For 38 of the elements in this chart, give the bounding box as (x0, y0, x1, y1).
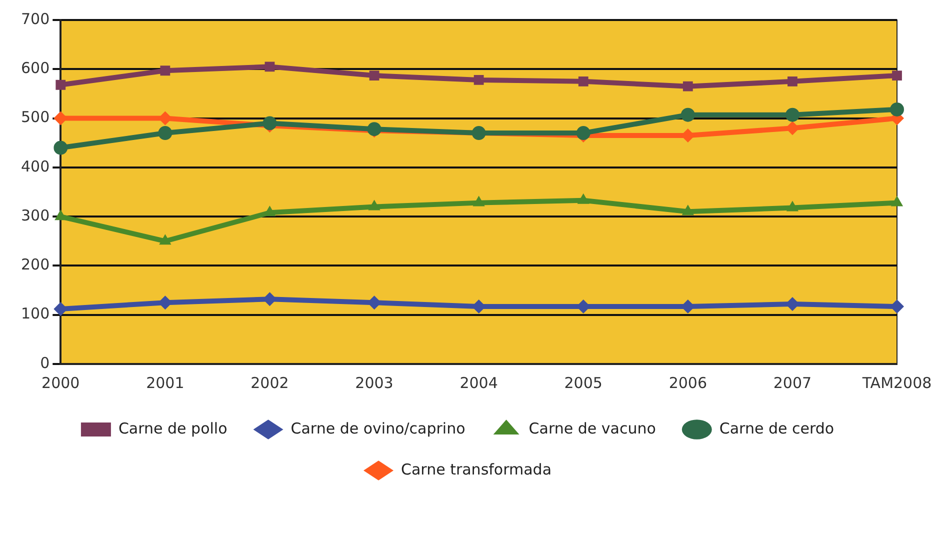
point (578, 76, 588, 86)
x-tick-label: 2000 (42, 374, 80, 392)
legend-label: Carne de vacuno (528, 419, 656, 438)
y-tick-label: 200 (20, 256, 50, 274)
x-tick-label: 2006 (668, 374, 707, 392)
y-tick-label: 600 (20, 59, 50, 78)
point (56, 80, 66, 90)
x-tick-label: 2003 (355, 374, 394, 392)
x-tick-label: 2005 (564, 374, 602, 392)
point (474, 75, 484, 85)
x-tick-label: 2007 (773, 374, 812, 392)
point (890, 300, 904, 314)
point (785, 108, 800, 122)
point (788, 76, 798, 86)
y-tick-label: 400 (20, 157, 50, 176)
point (54, 140, 68, 155)
x-tick-label: 2004 (460, 374, 498, 392)
y-tick-label: 300 (20, 206, 50, 224)
x-tick-label: 2001 (146, 374, 184, 392)
point (262, 116, 277, 130)
y-tick-label: 500 (20, 108, 50, 126)
point (264, 62, 275, 72)
legend-label: Carne de cerdo (719, 419, 834, 438)
y-tick-label: 700 (20, 10, 50, 28)
point (892, 70, 902, 80)
legend-label: Carne de ovino/caprino (290, 419, 466, 438)
point (369, 70, 380, 80)
legend-label: Carne transformada (400, 460, 552, 478)
legend-label: Carne de pollo (118, 419, 228, 438)
point (160, 66, 170, 76)
point (680, 108, 695, 122)
point (682, 81, 693, 92)
x-tick-label: 2002 (250, 374, 289, 392)
point (890, 102, 904, 116)
y-tick-label: 100 (20, 304, 50, 323)
x-tick-label: TAM2008 (861, 374, 932, 392)
y-tick-label: 0 (40, 354, 50, 372)
point (158, 126, 172, 140)
